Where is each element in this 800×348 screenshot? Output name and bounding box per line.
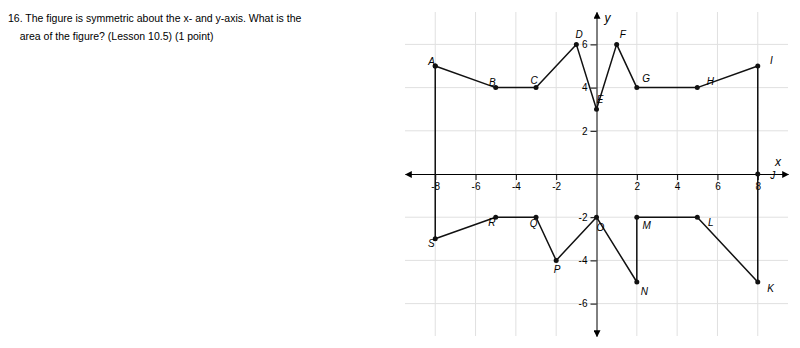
point-label: R [488,217,495,228]
tick-mark [717,174,718,180]
point [614,42,619,47]
point-label: G [642,73,650,84]
tick-mark [591,304,597,305]
subtitle: area of the figure? (Lesson 10.5) (1 poi… [8,30,213,42]
grid [405,12,788,336]
tick-label: -6 [579,298,588,309]
tick-label: 6 [715,181,721,192]
y-axis-label: y [604,11,612,25]
tick: -4 [579,255,597,266]
tick-mark [476,174,477,180]
point-label: J [769,170,776,181]
point [594,215,599,220]
point-label: N [641,286,649,297]
point-label: S [428,238,435,249]
point [695,215,700,220]
tick-label: -6 [472,181,481,192]
point [554,258,559,263]
tick-mark [677,174,678,180]
tick-label: 2 [635,181,641,192]
tick: -4 [512,174,521,192]
point [755,172,760,177]
tick: 2 [582,126,597,137]
point [755,280,760,285]
tick-label: 6 [582,39,588,50]
tick-label: -2 [552,181,561,192]
point-label: O [597,222,605,233]
point-label: B [489,77,496,88]
tick: 6 [715,174,721,192]
point [574,42,579,47]
tick: -6 [472,174,481,192]
point [634,280,639,285]
tick: 6 [582,39,597,50]
point [695,85,700,90]
point-label: C [531,75,539,86]
point-label: K [767,283,775,294]
tick-label: -4 [512,181,521,192]
point-label: E [597,94,604,105]
point [755,64,760,69]
tick-label: -4 [579,255,588,266]
axis-line [597,13,598,337]
title: 16. The figure is symmetric about the x-… [8,12,302,24]
point [634,85,639,90]
tick-mark [516,174,517,180]
tick-mark [591,131,597,132]
tick-mark [556,174,557,180]
tick: -6 [579,298,597,309]
point-label: H [707,76,715,87]
tick: -2 [579,212,597,223]
tick-label: 4 [582,82,588,93]
point-labels: A B C D E F G H I J K L M N O P Q R S [427,29,776,297]
tick-mark [591,88,597,89]
tick-mark [637,174,638,180]
point [594,107,599,112]
point-label: I [770,55,773,66]
tick-label: -2 [579,212,588,223]
tick-label: 2 [582,126,588,137]
tick: 2 [635,174,641,192]
point-label: P [554,264,561,275]
point-label: M [643,220,652,231]
point-label: F [620,29,627,40]
tick-mark [591,260,597,261]
tick-label: 4 [675,181,681,192]
tick: 4 [675,174,681,192]
point-label: L [708,217,714,228]
point-label: D [575,29,582,40]
x-axis-label: x [774,155,782,169]
point [634,215,639,220]
marks [433,42,761,285]
tick-mark [591,44,597,45]
figure-line [435,44,758,282]
point-label: A [427,56,435,67]
point-label: Q [530,218,538,229]
tick: -2 [552,174,561,192]
chart: 16. The figure is symmetric about the x-… [0,0,800,348]
